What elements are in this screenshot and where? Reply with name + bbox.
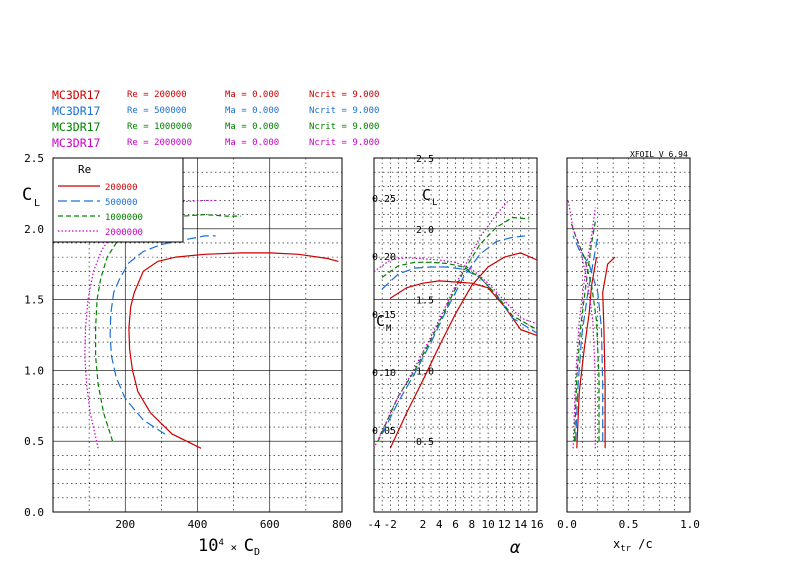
x-tick-label: -2 <box>384 518 397 531</box>
y-tick-label: 0.5 <box>24 435 44 448</box>
ncrit-value: Ncrit = 9.000 <box>309 90 380 100</box>
y2-tick-label: 0.20 <box>372 252 396 263</box>
transition-curve <box>572 235 604 442</box>
x-tick-label: 10 <box>481 518 494 531</box>
y-tick-label: 0.0 <box>24 506 44 519</box>
y2-tick-label: 0.10 <box>372 368 396 379</box>
x-tick-label: 14 <box>514 518 528 531</box>
reynolds-number: Re = 2000000 <box>127 138 193 148</box>
y-tick-label: 1.5 <box>24 294 44 307</box>
x-tick-label: 200 <box>115 518 135 531</box>
x-tick-label: 4 <box>436 518 443 531</box>
y-tick-label: 1.0 <box>416 366 434 377</box>
legend-frame <box>52 157 184 243</box>
y-tick-label: 2.0 <box>24 223 44 236</box>
x-tick-label: 1.0 <box>680 518 700 531</box>
legend-title: Re <box>78 163 91 176</box>
cl-alpha-curve-200000 <box>389 252 538 449</box>
y2-axis-label-subscript: M <box>386 324 392 334</box>
x-axis-label-cd: C <box>244 536 254 556</box>
legend-label: 1000000 <box>105 213 143 223</box>
cm-alpha-curve-1000000 <box>381 261 538 331</box>
x-axis-label: xtr /c <box>613 537 653 554</box>
legend-label: 500000 <box>105 198 138 208</box>
x-tick-label: -4 <box>367 518 381 531</box>
cm-alpha-curve-500000 <box>381 266 538 334</box>
y-tick-label: 1.0 <box>24 364 44 377</box>
transition-curve <box>573 221 596 442</box>
y-axis-label: C <box>422 186 431 204</box>
legend-label: 2000000 <box>105 228 143 238</box>
ncrit-value: Ncrit = 9.000 <box>309 138 380 148</box>
x-axis-label-subscript: tr <box>620 544 631 554</box>
mach-number: Ma = 0.000 <box>225 138 280 148</box>
x-tick-label: 0.5 <box>619 518 639 531</box>
y-axis-label-subscript: L <box>34 198 40 209</box>
polar-curve-500000 <box>109 235 216 435</box>
x-axis-label-rest: /c <box>631 537 653 551</box>
plot-frame <box>566 157 691 513</box>
xfoil-version: XFOIL V 6.94 <box>630 150 688 159</box>
polar-curve-1000000 <box>95 213 241 442</box>
legend-label: 200000 <box>105 183 138 193</box>
y-tick-label: 2.0 <box>416 225 434 236</box>
x-tick-label: 0.0 <box>557 518 577 531</box>
legend: Re 200000 500000 1000000 2000000 <box>52 157 184 243</box>
polar-curve-2000000 <box>84 199 216 449</box>
y-tick-label: 2.5 <box>24 152 44 165</box>
transition-curve <box>576 256 598 449</box>
x-tick-label: 2 <box>420 518 427 531</box>
x-tick-label: 16 <box>530 518 543 531</box>
x-tick-label: 6 <box>452 518 459 531</box>
mach-number: Ma = 0.000 <box>225 90 280 100</box>
y2-tick-label: 0.15 <box>372 310 396 321</box>
x-tick-label: 8 <box>468 518 475 531</box>
plot-grid <box>374 158 537 512</box>
airfoil-name: MC3DR17 <box>52 88 101 102</box>
y-axis-label-subscript: L <box>432 198 437 208</box>
x-axis-label-times: × <box>224 541 244 554</box>
x-tick-label: 12 <box>498 518 511 531</box>
x-axis-label-cd-subscript: D <box>254 547 260 558</box>
y-axis-label: C <box>22 185 32 205</box>
polar-curve-200000 <box>128 252 339 449</box>
y-tick-label: 2.5 <box>416 154 434 165</box>
y2-axis-label: C <box>376 312 385 330</box>
ncrit-value: Ncrit = 9.000 <box>309 122 380 132</box>
x-tick-label: 600 <box>260 518 280 531</box>
airfoil-name: MC3DR17 <box>52 120 101 134</box>
airfoil-name: MC3DR17 <box>52 136 101 150</box>
reynolds-number: Re = 1000000 <box>127 122 193 132</box>
plot-frame <box>52 157 343 513</box>
transition-curve <box>575 235 599 442</box>
mach-number: Ma = 0.000 <box>225 106 280 116</box>
transition-curve <box>567 200 596 449</box>
x-tick-label: 400 <box>188 518 208 531</box>
y-tick-label: 0.5 <box>416 437 434 448</box>
airfoil-name: MC3DR17 <box>52 104 101 118</box>
x-axis-label-exponent: 4 <box>218 538 223 548</box>
reynolds-number: Re = 500000 <box>127 106 187 116</box>
x-tick-label: 800 <box>332 518 352 531</box>
y2-tick-label: 0.25 <box>372 194 396 205</box>
transition-curve <box>602 256 616 449</box>
transition-curve <box>572 207 596 449</box>
reynolds-number: Re = 200000 <box>127 90 187 100</box>
ncrit-value: Ncrit = 9.000 <box>309 106 380 116</box>
mach-number: Ma = 0.000 <box>225 122 280 132</box>
x-axis-label: α <box>510 538 521 558</box>
x-axis-label: 104 × CD <box>198 536 260 558</box>
cl-alpha-curve-1000000 <box>377 216 529 442</box>
cl-alpha-curve-500000 <box>381 235 525 435</box>
y-tick-label: 1.5 <box>416 296 434 307</box>
plot-grid <box>567 158 690 512</box>
